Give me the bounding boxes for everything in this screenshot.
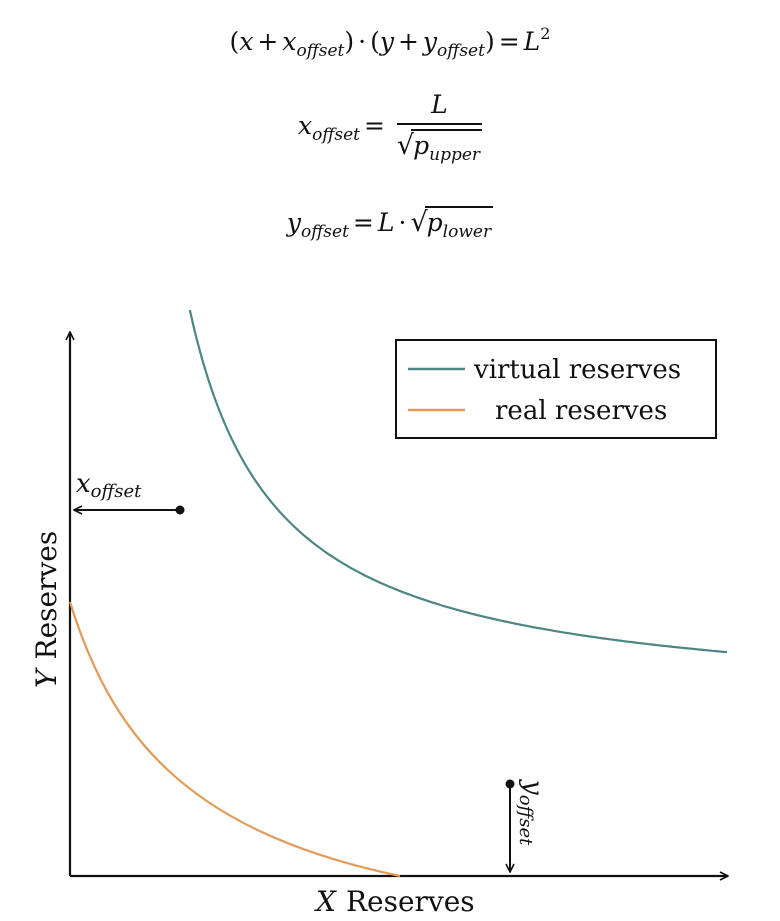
plus-sign: + [257, 27, 279, 56]
dot-operator: · [398, 208, 407, 237]
paren: ) [484, 27, 495, 56]
var-x-offset-sub: offset [296, 41, 345, 61]
var-p: p [426, 208, 443, 237]
sqrt-symbol: √ [396, 130, 415, 161]
x-offset-point [175, 505, 185, 515]
var-L: L [377, 208, 395, 237]
legend-label-real: real reserves [495, 396, 667, 426]
fraction-numerator: L [396, 92, 483, 125]
paren: ) [344, 27, 355, 56]
x-axis-label: X Reserves [314, 885, 475, 918]
plus-sign: + [397, 27, 419, 56]
x-offset-label: xoffset [76, 469, 142, 502]
legend: virtual reserves real reserves [395, 339, 717, 439]
equation-x-offset: xoffset = L √pupper [0, 92, 780, 164]
var-p-sub: upper [429, 145, 481, 165]
equals-sign: = [498, 27, 520, 56]
var-y-offset-base: y [422, 27, 438, 56]
paren: ( [229, 27, 240, 56]
equations-block: (x + xoffset) · (y + yoffset) = L2 xoffset = L √p… [0, 0, 780, 280]
var-x-offset-sub: offset [312, 124, 360, 145]
equals-sign: = [352, 208, 374, 237]
sqrt-symbol: √ [410, 207, 428, 238]
var-y-offset-sub: offset [437, 41, 485, 61]
var-p: p [413, 131, 430, 160]
diagram-canvas: xoffset yoffset virtual reserves real re… [30, 310, 780, 918]
fraction: L √pupper [396, 92, 483, 165]
paren: ( [370, 27, 380, 56]
y-offset-point [505, 779, 515, 789]
var-y-offset-sub: offset [301, 222, 349, 242]
equation-lhs: xoffset = [297, 110, 389, 144]
var-x-offset-base: x [297, 110, 313, 140]
equation-y-offset: yoffset = L · √plower [0, 206, 780, 241]
var-x-offset-base: x [282, 27, 297, 56]
var-p-sub: lower [442, 222, 492, 242]
legend-label-virtual: virtual reserves [473, 355, 681, 385]
var-y: y [379, 27, 394, 56]
exponent: 2 [540, 24, 551, 43]
var-y-offset-base: y [286, 208, 302, 237]
y-offset-label: yoffset [515, 779, 548, 846]
equation-invariant: (x + xoffset) · (y + yoffset) = L2 [0, 26, 780, 60]
var-x: x [239, 27, 254, 56]
equals-sign: = [363, 110, 385, 140]
fraction-denominator: √pupper [396, 125, 483, 165]
dot-operator: · [358, 27, 367, 56]
y-axis-label: YReserves [30, 531, 63, 688]
virtual-reserves-curve [188, 310, 728, 654]
legend-box [395, 339, 717, 439]
real-reserves-curve [68, 601, 401, 878]
reserves-diagram: xoffset yoffset virtual reserves real re… [0, 310, 780, 921]
var-L: L [523, 27, 541, 56]
